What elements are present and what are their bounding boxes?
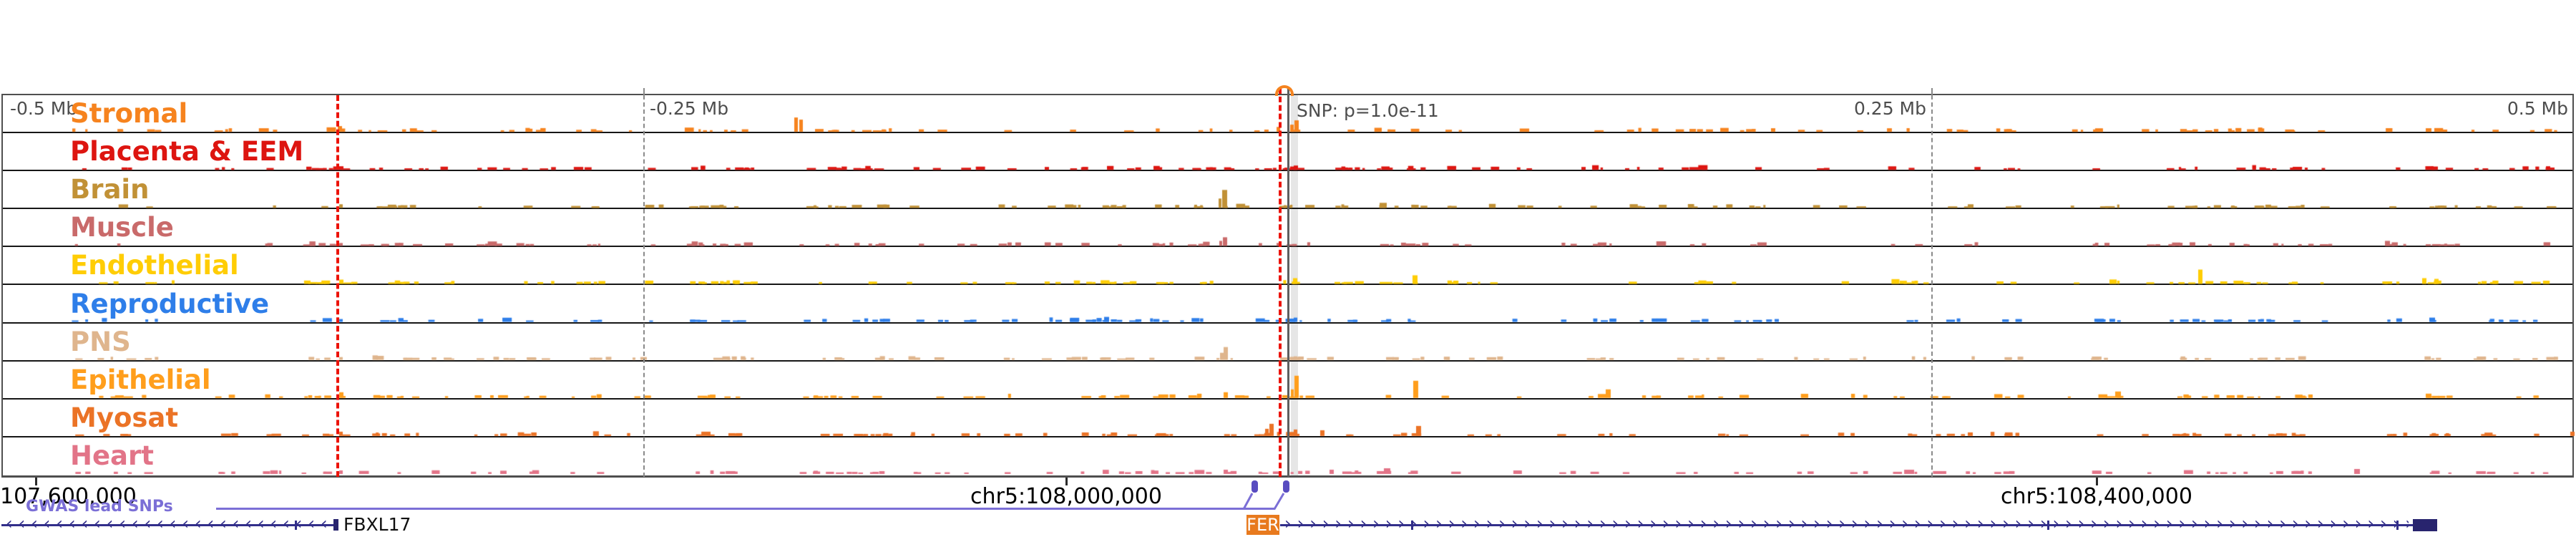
gene-fer-label-box: FER xyxy=(1246,515,1279,535)
red-dashed-marker-line xyxy=(1279,88,1282,477)
gwas-track-line xyxy=(216,508,1275,510)
gridline-top-tick xyxy=(643,88,645,95)
gwas-lead-snps-label: GWAS lead SNPs xyxy=(26,498,173,516)
exon-tick xyxy=(2047,521,2049,530)
exon-tick xyxy=(2396,521,2399,530)
axis-label-minus-half-mb: -0.5 Mb xyxy=(10,98,78,119)
axis-tick xyxy=(1065,478,1068,485)
gwas-snp-marker xyxy=(1251,480,1258,493)
gridline xyxy=(643,95,645,477)
axis-tick xyxy=(2096,478,2098,485)
snp-position-line xyxy=(1287,87,1289,477)
coordinate-label-right: chr5:108,400,000 xyxy=(2001,484,2192,509)
gene-end-block xyxy=(2413,518,2437,531)
exon-tick xyxy=(1411,521,1413,530)
gridline-top-tick xyxy=(1931,88,1933,95)
coordinate-label-center: chr5:108,000,000 xyxy=(970,484,1162,509)
axis-label-plus-half-mb: 0.5 Mb xyxy=(2507,98,2568,119)
gridline xyxy=(1931,95,1933,477)
gene-body-line xyxy=(1,523,333,526)
strand-arrows: ‹‹‹‹‹‹‹‹‹‹‹‹‹‹‹‹‹‹‹‹‹‹‹‹‹‹‹ xyxy=(6,513,329,533)
gwas-snp-marker xyxy=(1282,480,1289,493)
gene-body-line xyxy=(1280,523,2413,526)
snp-pvalue-label: SNP: p=1.0e-11 xyxy=(1297,100,1439,121)
axis-label-minus-quarter-mb: -0.25 Mb xyxy=(650,98,729,119)
coordinate-label-left: 107,600,000 xyxy=(0,484,137,509)
snp-circle-icon xyxy=(1275,85,1294,96)
red-dashed-marker-line xyxy=(336,95,339,477)
axis-label-plus-quarter-mb: 0.25 Mb xyxy=(1853,98,1926,119)
gene-fbxl17-label: FBXL17 xyxy=(343,514,411,535)
exon-tick xyxy=(295,521,297,530)
axis-tick xyxy=(35,478,37,485)
strand-arrows: ››››››››››››››››››››››››››››››››››››››››… xyxy=(1284,513,2409,533)
gene-end-block xyxy=(333,519,338,531)
